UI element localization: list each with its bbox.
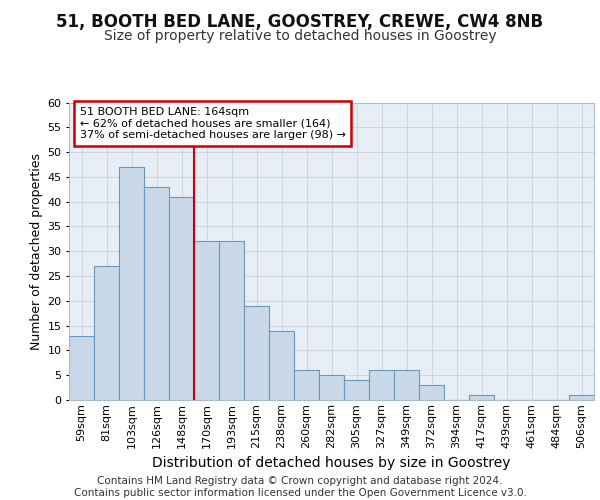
Bar	[294, 370, 319, 400]
Bar	[144, 187, 169, 400]
Bar	[469, 395, 494, 400]
Text: Size of property relative to detached houses in Goostrey: Size of property relative to detached ho…	[104, 29, 496, 43]
Text: 51, BOOTH BED LANE, GOOSTREY, CREWE, CW4 8NB: 51, BOOTH BED LANE, GOOSTREY, CREWE, CW4…	[56, 12, 544, 30]
Bar	[319, 375, 344, 400]
Text: 51 BOOTH BED LANE: 164sqm
← 62% of detached houses are smaller (164)
37% of semi: 51 BOOTH BED LANE: 164sqm ← 62% of detac…	[79, 107, 346, 140]
Bar	[419, 385, 444, 400]
Bar	[569, 395, 594, 400]
Bar	[269, 330, 294, 400]
Bar	[344, 380, 369, 400]
Text: Contains HM Land Registry data © Crown copyright and database right 2024.
Contai: Contains HM Land Registry data © Crown c…	[74, 476, 526, 498]
Bar	[69, 336, 94, 400]
Bar	[94, 266, 119, 400]
X-axis label: Distribution of detached houses by size in Goostrey: Distribution of detached houses by size …	[152, 456, 511, 470]
Bar	[369, 370, 394, 400]
Bar	[244, 306, 269, 400]
Bar	[119, 167, 144, 400]
Bar	[394, 370, 419, 400]
Bar	[219, 242, 244, 400]
Bar	[169, 196, 194, 400]
Bar	[194, 242, 219, 400]
Y-axis label: Number of detached properties: Number of detached properties	[30, 153, 43, 350]
